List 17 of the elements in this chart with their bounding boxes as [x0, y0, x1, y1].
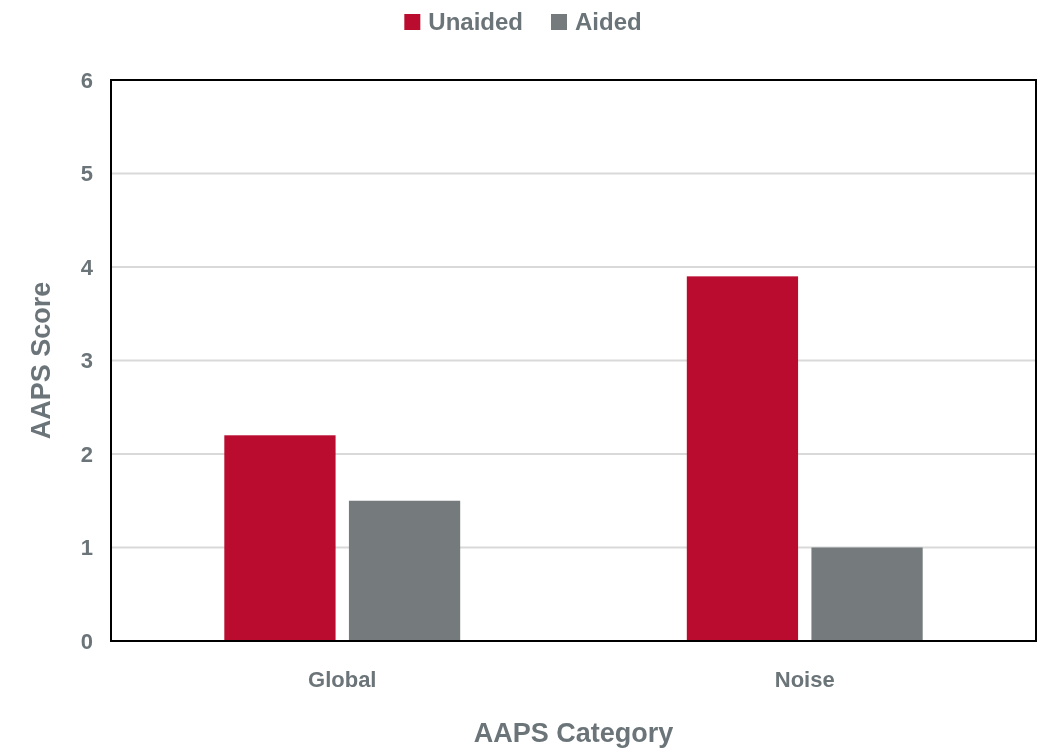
bar	[811, 547, 923, 641]
y-tick-label: 5	[80, 161, 93, 187]
bar	[348, 500, 461, 641]
legend-label: Aided	[575, 8, 642, 35]
bar	[224, 435, 336, 641]
y-tick-label: 0	[80, 628, 93, 654]
y-tick-label: 4	[80, 254, 94, 280]
x-axis-title: AAPS Category	[473, 718, 674, 748]
legend-label: Unaided	[428, 8, 524, 35]
y-tick-label: 1	[80, 535, 93, 561]
y-tick-label: 3	[80, 348, 93, 374]
x-tick-label: Noise	[774, 666, 835, 692]
y-axis-title: AAPS Score	[26, 281, 56, 440]
y-tick-label: 6	[80, 67, 93, 93]
x-tick-label: Global	[308, 666, 377, 692]
y-tick-label: 2	[80, 441, 93, 467]
bar	[686, 276, 799, 641]
